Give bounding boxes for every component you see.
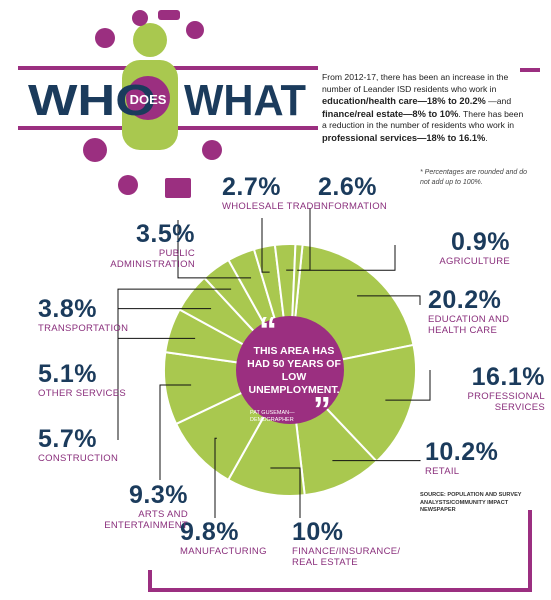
segment-label: 0.9% AGRICULTURE xyxy=(400,230,510,268)
value-label: 3.8% xyxy=(38,295,97,323)
leader-line xyxy=(270,467,301,518)
leader-line xyxy=(332,460,421,462)
leader-line xyxy=(159,384,192,480)
segment-label: 9.3% ARTS AND ENTERTAINMENT xyxy=(78,483,188,532)
description-text: From 2012-17, there has been an increase… xyxy=(322,72,509,94)
category-label: RETAIL xyxy=(425,466,460,477)
category-label: OTHER SERVICES xyxy=(38,388,126,399)
leader-line xyxy=(177,220,252,279)
segment-label: 2.7% WHOLESALE TRADE xyxy=(222,175,320,213)
segment-label: 9.8% MANUFACTURING xyxy=(180,520,267,558)
category-label: CONSTRUCTION xyxy=(38,453,119,464)
value-label: 0.9% xyxy=(451,228,510,256)
title-badge xyxy=(126,76,170,120)
description-highlight: finance/real estate—8% to 10% xyxy=(322,108,459,119)
segment-label: 2.6% INFORMATION xyxy=(318,175,387,213)
description: From 2012-17, there has been an increase… xyxy=(322,72,527,145)
title-word: WHAT xyxy=(184,76,306,125)
category-label: PUBLIC ADMINISTRATION xyxy=(110,248,195,270)
category-label: AGRICULTURE xyxy=(439,256,510,267)
category-label: ARTS AND ENTERTAINMENT xyxy=(104,509,188,531)
value-label: 9.3% xyxy=(129,481,188,509)
category-label: PROFESSIONAL SERVICES xyxy=(467,391,545,413)
leader-line xyxy=(297,245,396,271)
value-label: 9.8% xyxy=(180,518,239,546)
value-label: 20.2% xyxy=(428,286,502,314)
leader-line xyxy=(261,218,270,273)
segment-label: 5.1% OTHER SERVICES xyxy=(38,362,126,400)
leader-line xyxy=(117,288,232,318)
value-label: 2.7% xyxy=(222,173,281,201)
note: * Percentages are rounded and do not add… xyxy=(420,169,528,186)
category-label: MANUFACTURING xyxy=(180,546,267,557)
description-text: . There has been a reduction in the numb… xyxy=(322,108,524,131)
quote-mark: ” xyxy=(313,389,331,430)
segment-label: 10.2% RETAIL xyxy=(425,440,498,478)
title-word: WHO xyxy=(28,76,156,125)
segment-label: 3.8% TRANSPORTATION xyxy=(38,297,128,335)
category-label: FINANCE/INSURANCE/ REAL ESTATE xyxy=(292,546,401,568)
segment-label: 3.5% PUBLIC ADMINISTRATION xyxy=(85,222,195,271)
value-label: 3.5% xyxy=(136,220,195,248)
description-text: —and xyxy=(485,96,512,107)
leader-line xyxy=(385,370,431,401)
description-highlight: education/health care—18% to 20.2% xyxy=(322,96,486,107)
description-text: . xyxy=(485,132,488,143)
value-label: 10% xyxy=(292,518,344,546)
leader-line xyxy=(357,295,421,305)
quote-mark: “ xyxy=(259,309,277,350)
value-label: 16.1% xyxy=(471,363,545,391)
value-label: 2.6% xyxy=(318,173,377,201)
category-label: WHOLESALE TRADE xyxy=(222,201,321,212)
frame xyxy=(148,510,532,592)
title-word: DOES xyxy=(130,92,167,107)
category-label: TRANSPORTATION xyxy=(38,323,129,334)
category-label: INFORMATION xyxy=(318,201,388,212)
segment-label: 16.1% PROFESSIONAL SERVICES xyxy=(435,365,545,414)
job-icons xyxy=(83,10,222,198)
quote: THIS AREA HAS HAD 50 YEARS OF LOW UNEMPL… xyxy=(247,345,341,397)
value-label: 10.2% xyxy=(425,438,499,466)
value-label: 5.7% xyxy=(38,425,97,453)
center-circle xyxy=(236,316,344,424)
segment-label: 20.2% EDUCATION AND HEALTH CARE xyxy=(428,288,538,337)
segment-label: 10% FINANCE/INSURANCE/ REAL ESTATE xyxy=(292,520,402,569)
quote-attribution: PAT GUSEMAN—DEMOGRAPHER xyxy=(250,410,295,424)
segment-label: 5.7% CONSTRUCTION xyxy=(38,427,118,465)
leader-line xyxy=(214,437,217,518)
description-highlight: professional services—18% to 16.1% xyxy=(322,132,486,143)
category-label: EDUCATION AND HEALTH CARE xyxy=(428,314,510,336)
value-label: 5.1% xyxy=(38,360,97,388)
source: SOURCE: POPULATION AND SURVEY ANALYSTS/C… xyxy=(420,492,522,514)
